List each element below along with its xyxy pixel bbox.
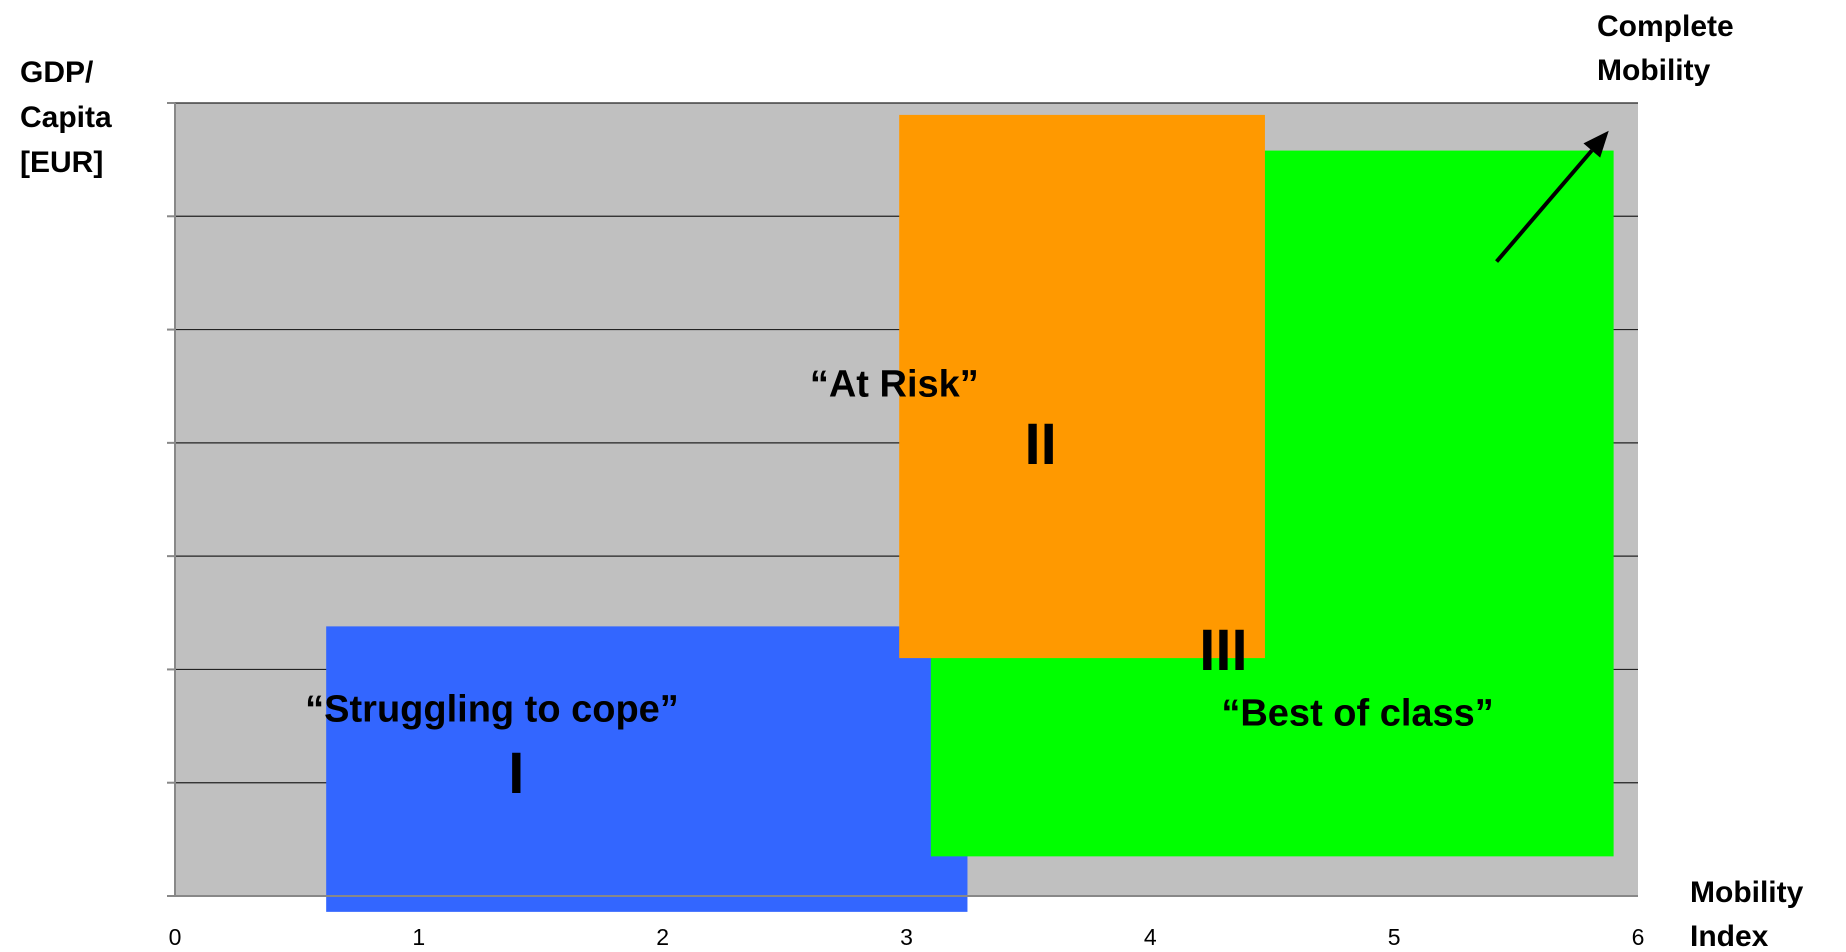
arrow-shaft (1495, 149, 1594, 263)
region-ii (899, 114, 1265, 659)
x-axis-label-line-1: Mobility (1690, 876, 1804, 909)
complete-mobility-line-1: Complete (1597, 10, 1734, 43)
x-tick-label: 6 (1632, 924, 1645, 950)
region-i-numeral: I (508, 741, 524, 806)
complete-mobility-line-2: Mobility (1597, 54, 1711, 87)
x-ticks: 0 1 2 3 4 5 6 (169, 924, 1645, 950)
x-axis-label: Mobility Index (1690, 876, 1812, 952)
complete-mobility-arrow (1495, 130, 1609, 263)
x-tick-label: 4 (1144, 924, 1157, 950)
x-tick-label: 2 (656, 924, 669, 950)
x-tick-label: 0 (169, 924, 182, 950)
region-iii-label: “Best of class” (1221, 693, 1493, 735)
x-axis-label-line-2: Index (1690, 920, 1769, 952)
region-ii-numeral: II (1024, 412, 1056, 477)
region-ii-label: “At Risk” (810, 363, 979, 405)
region-iii-numeral: III (1199, 618, 1247, 683)
y-axis-label: GDP/ Capita [EUR] (20, 56, 120, 179)
x-tick-label: 1 (412, 924, 425, 950)
x-tick-label: 3 (900, 924, 913, 950)
arrow-head (1583, 130, 1609, 158)
x-tick-label: 5 (1388, 924, 1401, 950)
regions: I “Struggling to cope” III “Best of class” I… (305, 114, 1614, 912)
y-axis-label-line-3: [EUR] (20, 146, 103, 179)
y-axis-label-line-1: GDP/ (20, 56, 94, 89)
region-i (326, 626, 968, 912)
region-i-label: “Struggling to cope” (305, 689, 679, 731)
complete-mobility-label: Complete Mobility (1597, 10, 1742, 87)
y-axis-label-line-2: Capita (20, 101, 112, 134)
